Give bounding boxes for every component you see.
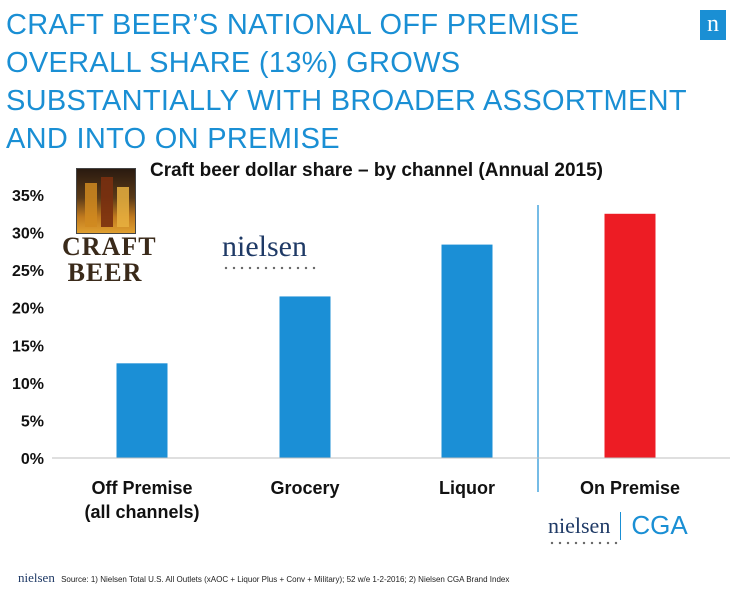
x-category-label: Off Premise (all channels) [84, 478, 199, 522]
nielsen-logo-text: nielsen [222, 230, 307, 263]
bar [441, 244, 493, 458]
footer-nielsen-logo: nielsen [18, 570, 55, 585]
x-category-label: On Premise [580, 478, 680, 498]
y-tick-label: 20% [12, 301, 44, 318]
y-tick-label: 30% [12, 226, 44, 243]
nielsen-corner-logo: n [700, 10, 726, 40]
y-tick-label: 15% [12, 338, 44, 355]
y-tick-label: 5% [21, 413, 44, 430]
beer-glasses-photo [76, 168, 136, 234]
nielsen-dots [222, 266, 317, 270]
headline: CRAFT BEER’S NATIONAL OFF PREMISE OVERAL… [6, 9, 687, 155]
y-tick-label: 10% [12, 376, 44, 393]
source-note: Source: 1) Nielsen Total U.S. All Outlet… [61, 575, 510, 584]
x-category-label: Liquor [439, 478, 495, 498]
chart-title: Craft beer dollar share – by channel (An… [150, 160, 603, 181]
bar [604, 213, 656, 458]
y-tick-label: 35% [12, 188, 44, 205]
nielsen-logo: nielsen [222, 230, 317, 270]
y-tick-label: 0% [21, 451, 44, 468]
bar [279, 296, 331, 458]
source-footer: nielsen Source: 1) Nielsen Total U.S. Al… [18, 570, 509, 586]
y-tick-label: 25% [12, 263, 44, 280]
nielsen-cga-logo: nielsen CGA [548, 510, 688, 545]
x-category-label: Grocery [270, 478, 339, 498]
craft-logo-word-top: CRAFT [62, 232, 157, 261]
nielsen-cga-logo-nielsen: nielsen [548, 513, 618, 545]
craft-logo-word-bottom: BEER [67, 258, 143, 287]
logo-separator [620, 511, 622, 540]
bar [116, 363, 168, 458]
cga-logo-text: CGA [631, 510, 688, 540]
craft-beer-logo: CRAFT BEER [62, 168, 157, 296]
